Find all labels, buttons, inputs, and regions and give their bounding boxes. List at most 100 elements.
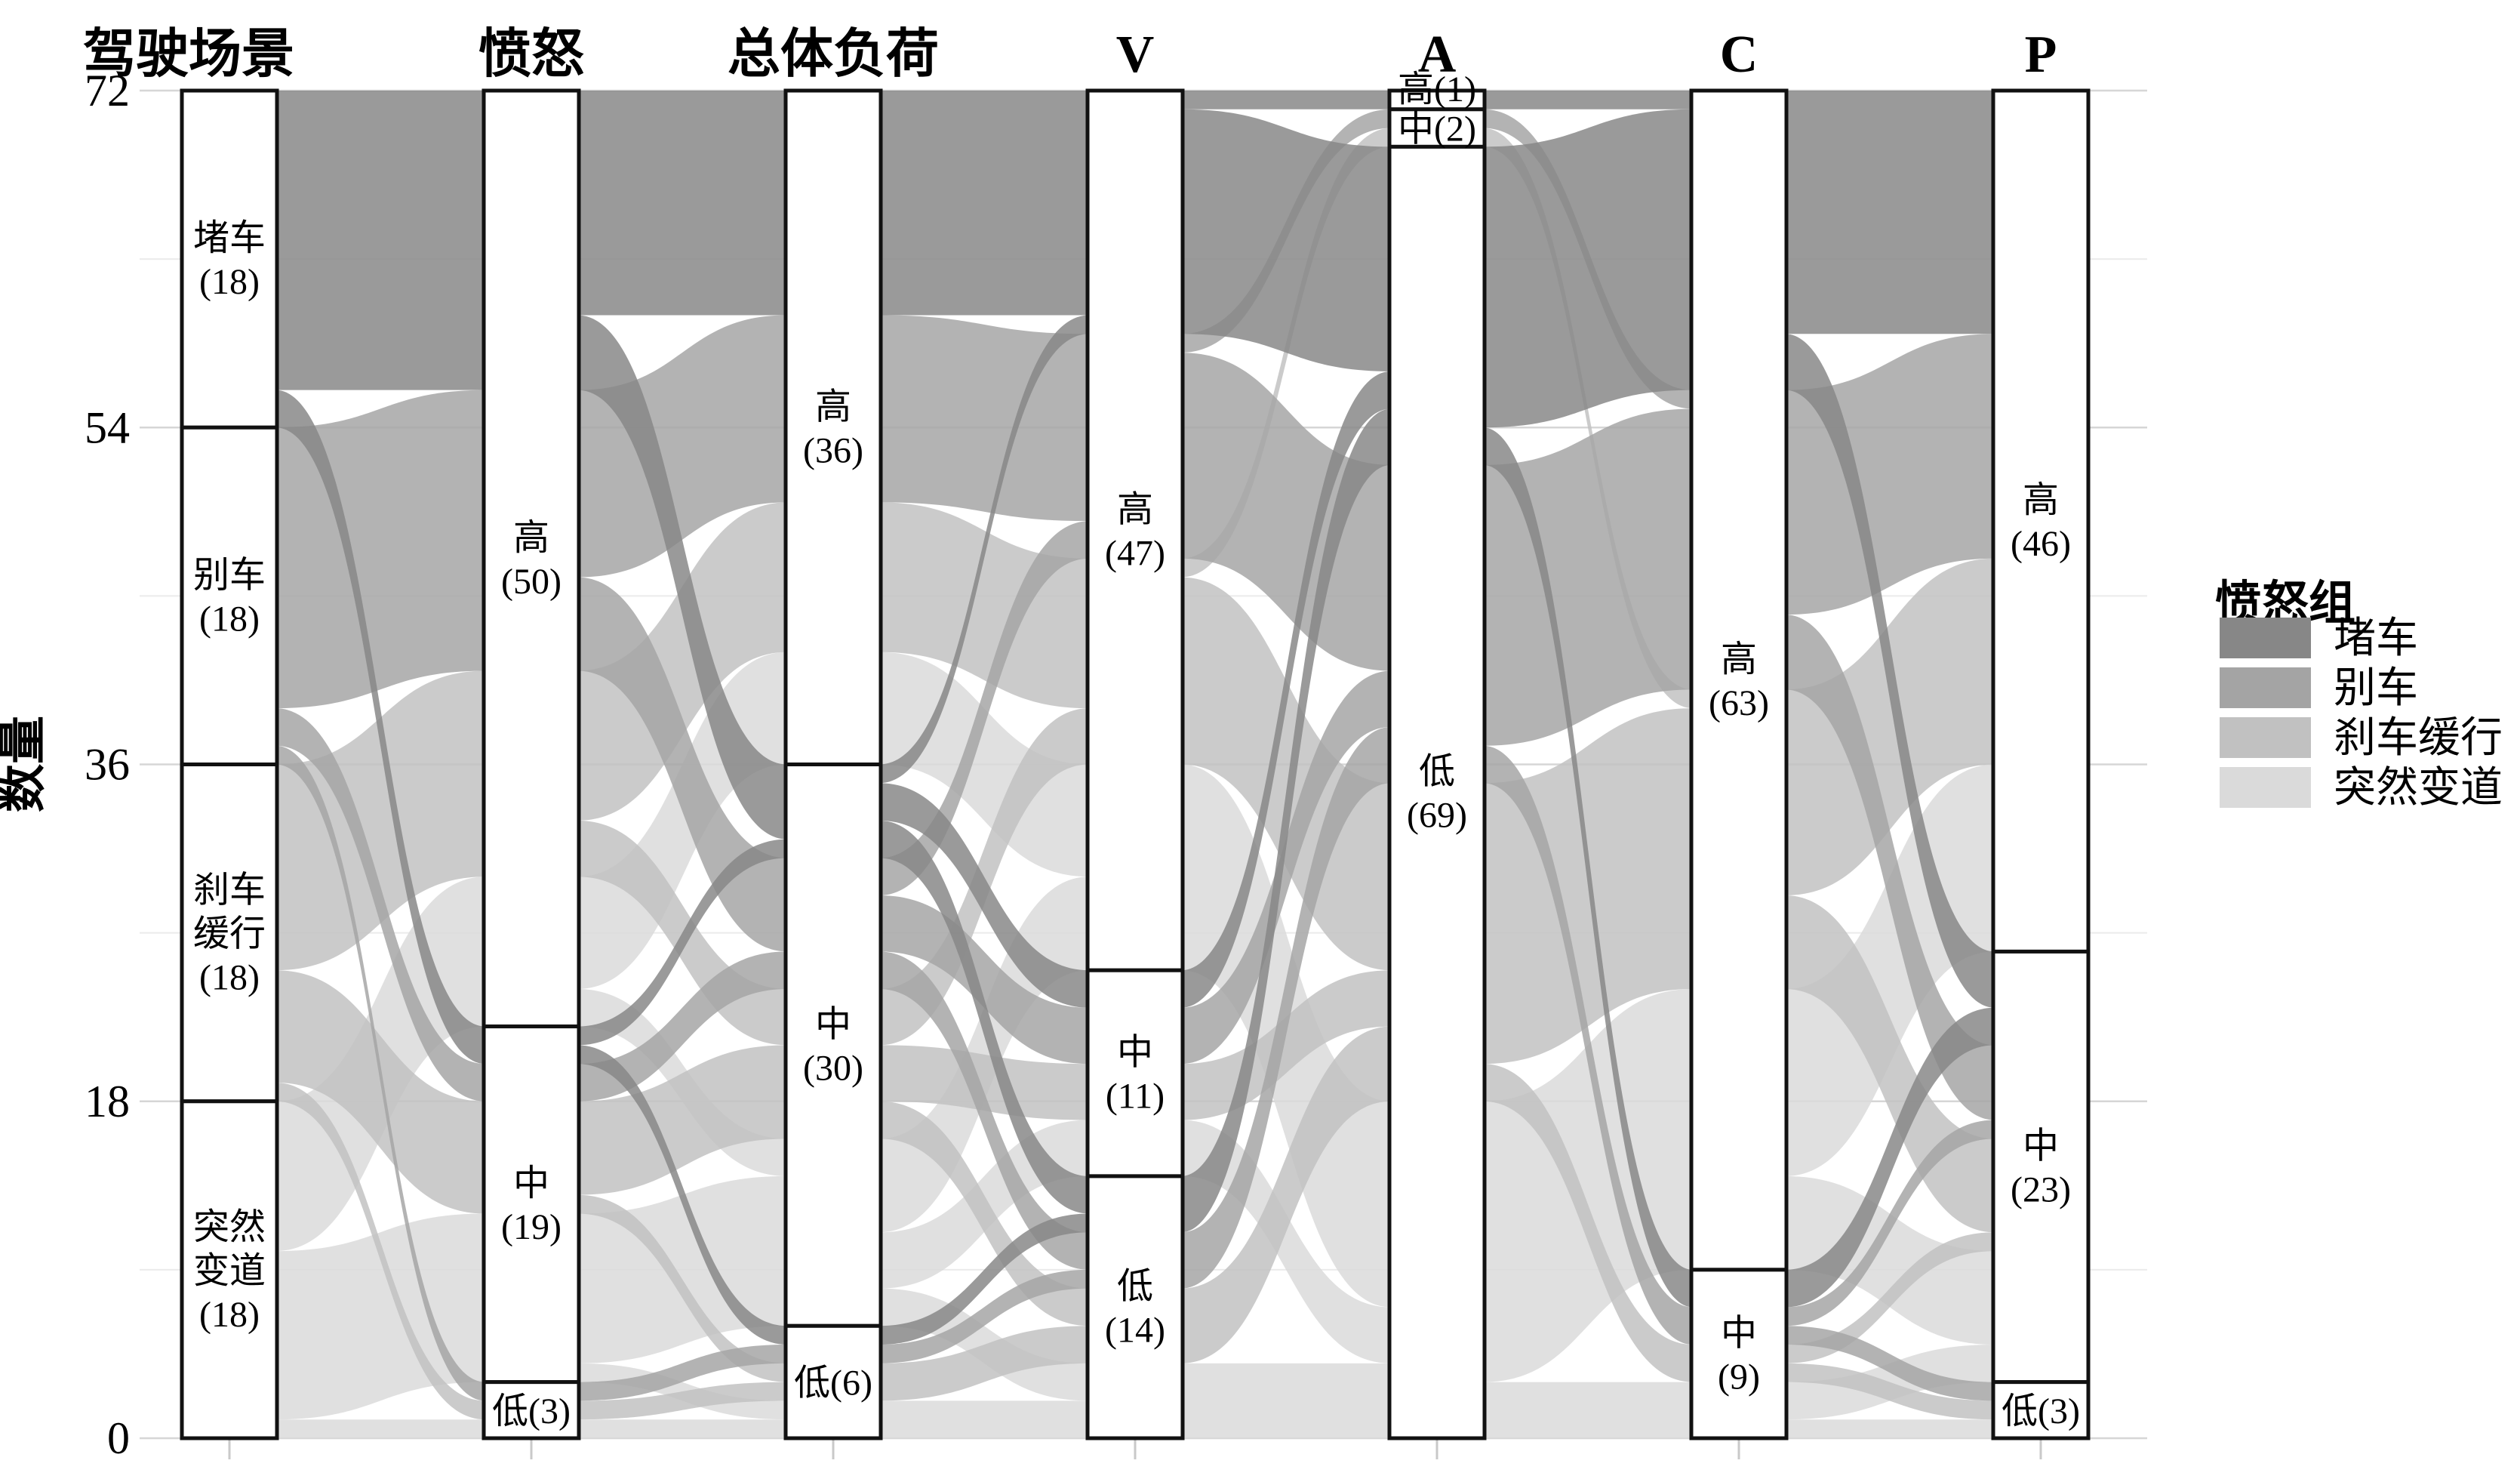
- flow-ribbon-堵车: [1483, 91, 1693, 109]
- flow-ribbon-突然变道: [1483, 1382, 1693, 1438]
- flow-ribbon-堵车: [1181, 408, 1391, 1233]
- flow-ribbon-堵车: [577, 315, 787, 840]
- flow-ribbon-堵车: [1181, 109, 1391, 371]
- stratum-label: 刹车缓行(18): [193, 870, 266, 998]
- flow-ribbon-别车: [275, 745, 485, 1401]
- flow-ribbon-别车: [879, 895, 1089, 1065]
- stratum-label: 低(6): [794, 1363, 872, 1403]
- flow-ribbon-堵车: [879, 91, 1089, 316]
- flow-ribbon-刹车缓行: [1181, 1026, 1391, 1363]
- stratum-label: 高(50): [501, 518, 562, 602]
- flow-ribbon-刹车缓行: [577, 1194, 787, 1382]
- stratum-box: [180, 425, 279, 766]
- flow-ribbon-堵车: [879, 315, 1089, 784]
- flow-ribbon-刹车缓行: [879, 502, 1089, 709]
- flow-ribbon-别车: [1785, 1326, 1995, 1401]
- flow-ribbon-别车: [879, 521, 1089, 896]
- stratum-box: [1991, 949, 2091, 1385]
- stratum-label: 中(19): [501, 1163, 562, 1247]
- flow-ribbon-别车: [577, 577, 787, 952]
- flow-ribbon-突然变道: [577, 1419, 787, 1438]
- axis-headers: 驾驶场景 愤怒 总体负荷 V A C P: [83, 25, 2057, 84]
- flow-ribbon-别车: [1785, 615, 1995, 1120]
- flow-ribbon-突然变道: [1181, 1363, 1391, 1438]
- y-tick-label: 0: [107, 1413, 130, 1463]
- stratum-label: 中(11): [1106, 1033, 1165, 1117]
- flow-ribbon-刹车缓行: [1483, 128, 1693, 709]
- stratum-label: 堵车(18): [193, 218, 266, 302]
- flow-ribbon-刹车缓行: [275, 670, 485, 971]
- flow-ribbon-堵车: [1181, 371, 1391, 1008]
- flow-ribbon-别车: [1181, 670, 1391, 1065]
- flow-ribbon-堵车: [577, 839, 787, 1046]
- flow-ribbon-刹车缓行: [577, 502, 787, 821]
- flow-ribbon-堵车: [879, 783, 1089, 1008]
- flow-ribbon-堵车: [1181, 91, 1391, 109]
- flow-ribbon-别车: [1181, 726, 1391, 1289]
- flow-ribbon-突然变道: [1483, 989, 1693, 1382]
- stratum-label: 高(46): [2011, 480, 2071, 564]
- stratum-label: 别车(18): [193, 555, 266, 639]
- axis-header: A: [1418, 26, 1457, 84]
- legend-label: 刹车缓行: [2334, 715, 2503, 762]
- stratum-label: 低(69): [1407, 752, 1467, 836]
- stratum-label: 中(23): [2011, 1126, 2071, 1210]
- stratum-label: 低(3): [492, 1391, 571, 1431]
- stratum-box: [783, 1323, 883, 1440]
- flow-ribbon-别车: [879, 951, 1089, 1270]
- flow-ribbon-刹车缓行: [879, 1101, 1089, 1326]
- flow-ribbon-堵车: [879, 820, 1089, 1214]
- flow-ribbon-刹车缓行: [275, 970, 485, 1214]
- stratum-box: [1689, 88, 1789, 1272]
- flow-ribbon-堵车: [1785, 1007, 1995, 1308]
- stratum-label: 高(63): [1709, 639, 1769, 723]
- flow-ribbon-别车: [577, 951, 787, 1101]
- flow-ribbon-别车: [1181, 353, 1391, 671]
- stratum-box: [1991, 88, 2091, 954]
- axis-header: C: [1720, 26, 1758, 84]
- flow-ribbons: [275, 91, 1995, 1438]
- legend-swatch-突然变道: [2220, 767, 2311, 808]
- y-tick-label: 36: [85, 740, 130, 790]
- stratum-label: 中(30): [803, 1004, 863, 1088]
- flow-ribbon-刹车缓行: [1181, 970, 1391, 1120]
- flow-ribbon-别车: [1483, 745, 1693, 1345]
- stratum-label: 低(3): [2002, 1391, 2080, 1431]
- flow-ribbon-刹车缓行: [879, 1045, 1089, 1120]
- flow-ribbon-别车: [1785, 1120, 1995, 1326]
- flow-ribbon-堵车: [1785, 334, 1995, 1008]
- flow-ribbon-刹车缓行: [1483, 1064, 1693, 1382]
- stratum-box: [180, 1099, 279, 1440]
- flow-ribbon-堵车: [577, 1045, 787, 1345]
- flow-ribbon-刹车缓行: [577, 1045, 787, 1195]
- stratum-labels: 堵车(18) 别车(18) 刹车缓行(18) 突然变道(18) 高(50) 中(19) 低(…: [193, 69, 2080, 1431]
- y-tick-label: 18: [85, 1077, 130, 1126]
- stratum-label: 突然变道(18): [193, 1207, 266, 1335]
- flow-ribbon-别车: [879, 1269, 1089, 1363]
- flow-ribbon-别车: [275, 708, 485, 1101]
- stratum-box: [482, 1380, 581, 1440]
- axis-header: P: [2025, 26, 2057, 84]
- stratum-box: [1387, 107, 1487, 149]
- axis-header: 总体负荷: [728, 26, 939, 84]
- axis-header: 驾驶场景: [83, 26, 294, 84]
- flow-ribbon-堵车: [1483, 427, 1693, 1308]
- stratum-box: [1387, 144, 1487, 1440]
- stratum-label: 高(1): [1398, 69, 1476, 109]
- flow-ribbon-刹车缓行: [275, 1082, 485, 1420]
- y-axis: 0 18 36 54 72 数量: [0, 66, 130, 1463]
- axis-header: 愤怒: [478, 25, 584, 84]
- legend-label: 突然变道: [2334, 765, 2503, 812]
- flow-ribbon-别车: [1483, 408, 1693, 746]
- stratum-box: [1991, 1380, 2091, 1440]
- legend-swatch-堵车: [2220, 618, 2311, 658]
- flow-ribbon-突然变道: [879, 1400, 1089, 1438]
- flow-ribbon-刹车缓行: [1785, 558, 1995, 896]
- flow-ribbon-刹车缓行: [1785, 1363, 1995, 1420]
- legend-label: 堵车: [2334, 615, 2418, 662]
- flow-ribbon-刹车缓行: [1181, 577, 1391, 971]
- axis-header: V: [1116, 26, 1155, 84]
- flow-ribbon-突然变道: [275, 1419, 485, 1438]
- stratum-label: 高(36): [803, 387, 863, 470]
